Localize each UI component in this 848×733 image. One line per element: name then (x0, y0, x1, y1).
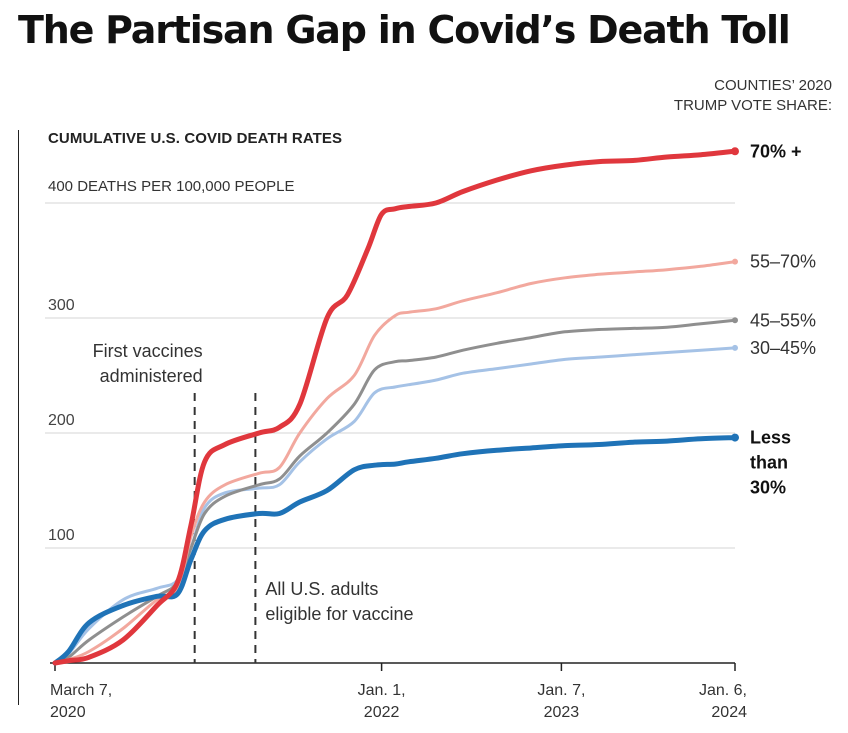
series-label-1-0: 55–70% (750, 252, 816, 272)
series-line-2 (53, 318, 737, 665)
event-label-0-0: First vaccines (93, 341, 203, 361)
event-label-1-0: All U.S. adults (265, 579, 378, 599)
y-tick-label-100: 100 (48, 527, 75, 544)
chart-title: The Partisan Gap in Covid’s Death Toll (18, 8, 791, 52)
series-label-0-0: 70% + (750, 141, 802, 161)
series-line-4 (52, 435, 738, 666)
series-end-dot-1 (732, 258, 738, 265)
series-label-2-0: 45–55% (750, 310, 816, 330)
x-tick-label-0-1: 2020 (50, 704, 86, 721)
series-label-4-0: Less (750, 428, 791, 448)
x-tick-label-2-0: Jan. 7, (537, 682, 585, 699)
series-end-dot-4 (731, 433, 739, 442)
y-tick-label-200: 200 (48, 412, 75, 429)
series-end-dot-0 (731, 147, 739, 156)
series-end-dot-3 (732, 344, 738, 351)
x-tick-label-2-1: 2023 (544, 704, 580, 721)
x-tick-label-3-1: 2024 (711, 704, 747, 721)
x-tick-label-1-1: 2022 (364, 704, 400, 721)
series-label-4-1: than (750, 453, 788, 473)
x-tick-label-1-0: Jan. 1, (358, 682, 406, 699)
series-label-4-2: 30% (750, 478, 786, 498)
x-tick-label-3-0: Jan. 6, (699, 682, 747, 699)
y-tick-label-300: 300 (48, 297, 75, 314)
event-label-1-1: eligible for vaccine (265, 604, 413, 624)
y-unit-note: 400 DEATHS PER 100,000 PEOPLE (48, 178, 295, 195)
legend-header-line-1: COUNTIES’ 2020 (714, 77, 832, 94)
event-label-0-1: administered (100, 366, 203, 386)
series-line-0 (52, 148, 738, 666)
chart-subtitle: CUMULATIVE U.S. COVID DEATH RATES (48, 130, 343, 147)
x-tick-label-0-0: March 7, (50, 682, 112, 699)
series-line-3 (53, 346, 737, 665)
legend-header: COUNTIES’ 2020 TRUMP VOTE SHARE: (674, 76, 832, 116)
left-rule (18, 130, 19, 705)
legend-header-line-2: TRUMP VOTE SHARE: (673, 97, 832, 114)
series-label-3-0: 30–45% (750, 338, 816, 358)
series-end-dot-2 (732, 317, 738, 324)
